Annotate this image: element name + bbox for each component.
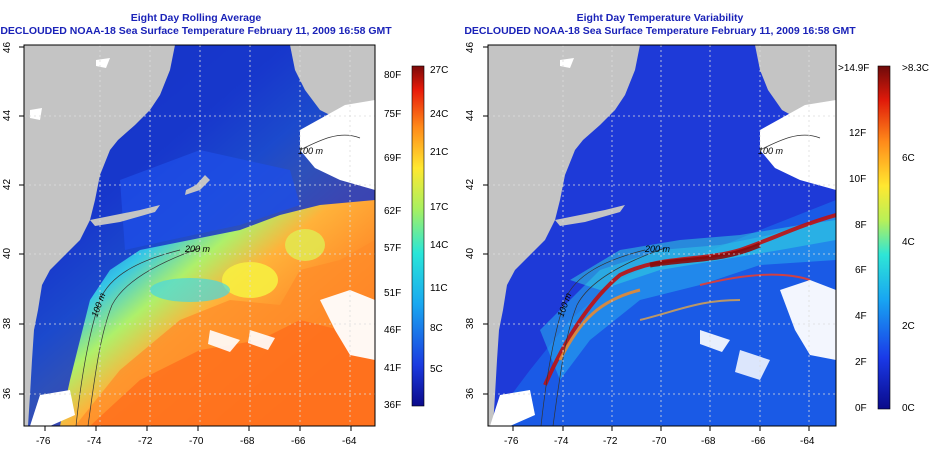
right-lat-tick: 44 (465, 109, 477, 122)
left-colorbar-c-label: 14C (430, 240, 449, 251)
left-title-line1: Eight Day Rolling Average (130, 12, 262, 24)
right-colorbar (877, 65, 891, 410)
right-colorbar-c-label: 2C (902, 321, 915, 332)
right-title-line1: Eight Day Temperature Variability (576, 12, 744, 24)
left-lat-tick: 40 (2, 247, 14, 260)
right-colorbar-f-label: 12F (849, 128, 867, 139)
right-title-line2: DECLOUDED NOAA-18 Sea Surface Temperatur… (464, 25, 856, 37)
right-contour-label-200: 200 m (645, 244, 671, 254)
right-colorbar-f-label: 10F (849, 174, 867, 185)
left-colorbar-c-label: 21C (430, 147, 449, 158)
left-contour-label-200: 200 m (185, 244, 211, 254)
right-lon-tick: -74 (554, 436, 569, 447)
left-colorbar-c-label: 27C (430, 65, 449, 76)
right-lon-tick: -68 (701, 436, 716, 447)
right-colorbar-c-label: 0C (902, 403, 915, 414)
left-colorbar-f-label: 41F (384, 363, 402, 374)
right-colorbar-f-label: 0F (855, 403, 867, 414)
right-colorbar-f-label: 4F (855, 311, 867, 322)
left-lon-tick: -64 (342, 436, 357, 447)
right-lat-tick: 36 (465, 387, 477, 400)
left-lon-tick: -76 (36, 436, 51, 447)
left-colorbar-c-label: 8C (430, 323, 443, 334)
left-lon-tick: -74 (87, 436, 102, 447)
right-colorbar-c-label: 4C (902, 237, 915, 248)
right-colorbar-c-label: 6C (902, 153, 915, 164)
left-colorbar-c-label: 24C (430, 109, 449, 120)
left-colorbar-f-label: 51F (384, 288, 402, 299)
right-colorbar-f-label: 8F (855, 220, 867, 231)
left-lat-tick: 36 (2, 387, 14, 400)
left-lon-tick: -66 (291, 436, 306, 447)
right-lon-tick: -70 (652, 436, 667, 447)
left-lon-tick: -72 (138, 436, 153, 447)
right-contour-label-100b: 100 m (758, 146, 784, 156)
left-colorbar-f-label: 46F (384, 325, 402, 336)
left-colorbar-c-label: 5C (430, 364, 443, 375)
left-lon-tick: -70 (189, 436, 204, 447)
right-lat-tick: 42 (465, 178, 477, 191)
left-colorbar-f-label: 57F (384, 243, 402, 254)
right-colorbar-f-label: 6F (855, 265, 867, 276)
right-colorbar-f-label: 2F (855, 357, 867, 368)
left-lat-tick: 44 (2, 109, 14, 122)
right-lat-tick: 46 (465, 41, 477, 54)
left-title-line2: DECLOUDED NOAA-18 Sea Surface Temperatur… (0, 25, 392, 37)
right-lon-tick: -64 (800, 436, 815, 447)
right-colorbar-f-label: >14.9F (838, 63, 870, 74)
right-lat-tick: 40 (465, 247, 477, 260)
right-lon-tick: -72 (603, 436, 618, 447)
left-lat-tick: 42 (2, 178, 14, 191)
left-colorbar-c-label: 17C (430, 202, 449, 213)
left-colorbar-f-label: 69F (384, 153, 402, 164)
left-colorbar-f-label: 80F (384, 70, 402, 81)
right-lon-tick: -66 (751, 436, 766, 447)
left-colorbar-f-label: 36F (384, 400, 402, 411)
left-colorbar-f-label: 75F (384, 109, 402, 120)
left-contour-label-100b: 100 m (298, 146, 324, 156)
right-colorbar-c-label: >8.3C (902, 63, 929, 74)
right-lon-tick: -76 (504, 436, 519, 447)
left-colorbar (411, 65, 425, 407)
left-lat-tick: 46 (2, 41, 14, 54)
left-colorbar-c-label: 11C (430, 283, 448, 294)
left-colorbar-f-label: 62F (384, 206, 402, 217)
left-lat-tick: 38 (2, 317, 14, 330)
right-lat-tick: 38 (465, 317, 477, 330)
left-lon-tick: -68 (240, 436, 255, 447)
